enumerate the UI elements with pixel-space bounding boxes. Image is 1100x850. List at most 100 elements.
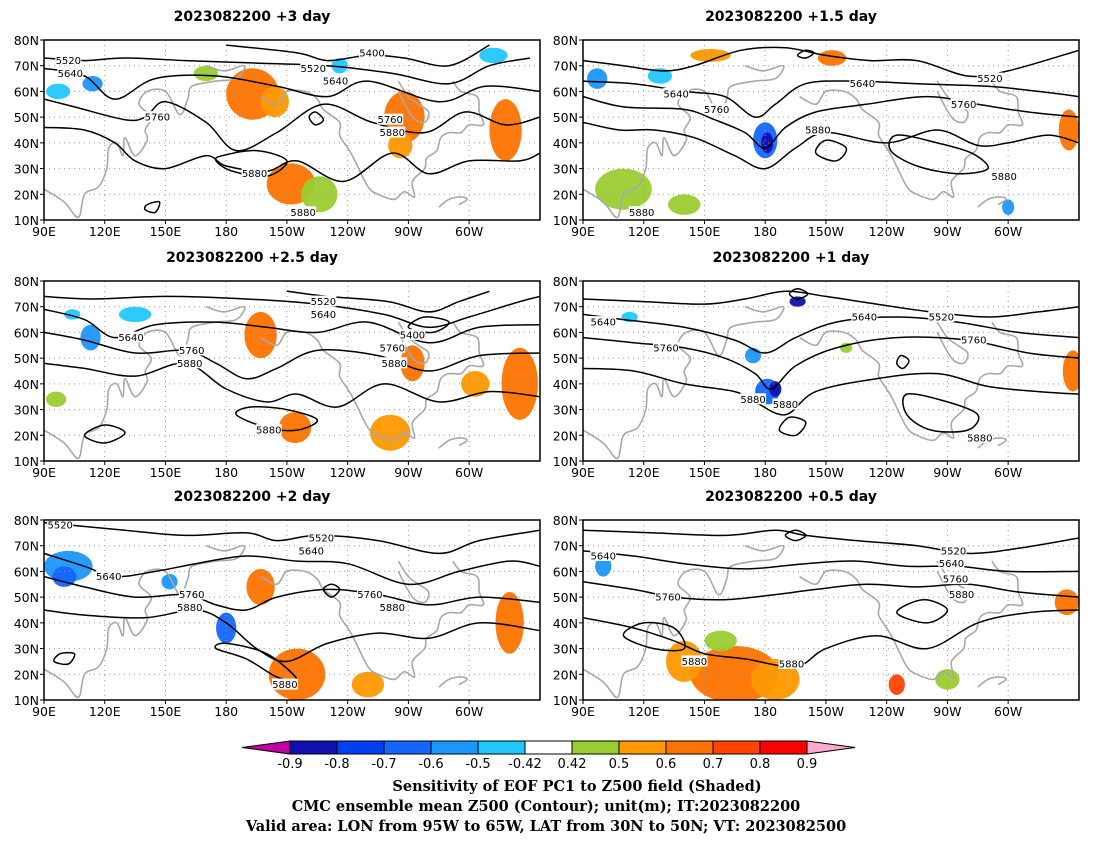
lat-label: 60N: [14, 564, 39, 579]
contour-label: 5880: [382, 359, 407, 370]
contour-label: 5760: [179, 346, 204, 357]
sensitivity-shading: [690, 49, 731, 62]
coastline: [438, 437, 468, 449]
contour-label: 5880: [290, 208, 315, 219]
lon-label: 90W: [933, 465, 961, 480]
map-frame: [582, 39, 1080, 221]
contour-label: 5640: [323, 77, 348, 88]
z500-contour-5880: [583, 121, 1079, 170]
contour-label-bg: [241, 167, 268, 179]
coastline: [583, 544, 785, 699]
sensitivity-shading: [935, 669, 960, 690]
panel-title: 2023082200 +2 day: [174, 489, 331, 505]
contour-label-bg: [47, 520, 74, 531]
lat-label: 20N: [553, 187, 578, 202]
lon-label: 120W: [330, 224, 366, 239]
contour-label-bg: [95, 570, 122, 582]
sensitivity-shading: [369, 414, 411, 451]
lat-label: 40N: [553, 377, 578, 392]
contour-label: 5640: [939, 559, 964, 570]
lat-label: 70N: [553, 300, 578, 315]
coastline: [397, 80, 430, 124]
lon-label: 120W: [869, 465, 905, 480]
colorbar-label: -0.9: [277, 757, 302, 772]
contour-label-bg: [358, 46, 385, 58]
lat-label: 40N: [553, 136, 578, 151]
map-panel-p2: 2023082200 +2 day55205640576058805520564…: [14, 489, 541, 719]
sensitivity-shading: [80, 324, 101, 351]
coastline: [799, 80, 1024, 201]
lon-label: 120E: [89, 224, 121, 239]
map-frame: [582, 519, 1080, 701]
lon-label: 120W: [330, 465, 366, 480]
contour-label-bg: [178, 588, 205, 600]
map-panel-p3: 2023082200 +3 day 5520 5640 5520 5640 5400 576…: [14, 9, 541, 239]
lon-label: 180: [214, 224, 238, 239]
sensitivity-shading: [595, 556, 612, 577]
contour-label: 5520: [929, 313, 954, 324]
lon-label: 150W: [269, 224, 305, 239]
lat-label: 50N: [14, 590, 39, 605]
z500-contour-5520: [583, 290, 1079, 318]
lon-label: 120E: [89, 704, 121, 719]
colorbar-swatch: [383, 740, 432, 755]
colorbar: -0.9 -0.8 -0.7 -0.6 -0.5 -0.42 0.42 0.5 0.6 0.7 0.…: [241, 740, 856, 772]
lat-label: 40N: [14, 136, 39, 151]
panel-title: 2023082200 +3 day: [174, 9, 331, 25]
lon-label: 150E: [150, 704, 182, 719]
sensitivity-shading: [769, 381, 782, 397]
contour-label: 5880: [379, 128, 404, 139]
panel-title: 2023082200 +2.5 day: [166, 250, 338, 266]
map-frame: [43, 519, 541, 701]
contour-label-bg: [653, 341, 680, 353]
contour-label: 5760: [961, 336, 986, 347]
colorbar-label: 0.5: [609, 757, 630, 772]
contour-label-bg: [55, 54, 82, 66]
z500-contour-5520: [83, 424, 126, 444]
z500-contour-5760: [583, 95, 1079, 149]
contour-label: 5880: [272, 680, 297, 691]
lon-label: 180: [753, 704, 777, 719]
lat-label: 10N: [14, 213, 39, 228]
map-frame: [582, 280, 1080, 462]
lat-label: 20N: [14, 667, 39, 682]
colorbar-swatch: [665, 740, 714, 755]
contour-label-bg: [663, 88, 690, 99]
contour-label-bg: [255, 424, 282, 436]
lon-label: 90E: [571, 704, 595, 719]
lon-label: 120E: [628, 465, 660, 480]
lon-label: 90W: [394, 224, 422, 239]
sensitivity-shading: [246, 568, 275, 605]
lat-label: 30N: [14, 642, 39, 657]
contour-label: 5760: [179, 590, 204, 601]
contour-label-bg: [655, 591, 682, 603]
lat-label: 70N: [14, 539, 39, 554]
z500-contour-5640: [896, 354, 910, 370]
colorbar-swatch: [571, 740, 620, 755]
sensitivity-shading: [789, 296, 806, 307]
z500-contour-5760: [44, 575, 540, 612]
sensitivity-shading: [1002, 199, 1015, 215]
contour-label-bg: [377, 113, 404, 125]
lon-label: 150E: [150, 465, 182, 480]
coastline: [44, 544, 246, 699]
colorbar-swatch: [477, 740, 526, 755]
lon-label: 90E: [32, 465, 56, 480]
contour-label-bg: [851, 311, 878, 322]
lat-label: 40N: [14, 616, 39, 631]
contour-label: 5880: [991, 172, 1016, 183]
lon-label: 60W: [994, 465, 1022, 480]
lat-label: 30N: [14, 162, 39, 177]
contour-label-bg: [176, 601, 203, 613]
contour-label: 5880: [379, 603, 404, 614]
lon-label: 120E: [628, 704, 660, 719]
lon-label: 90E: [32, 224, 56, 239]
lat-label: 50N: [14, 110, 39, 125]
coastline: [260, 80, 485, 201]
lon-label: 120W: [869, 224, 905, 239]
sensitivity-shading: [46, 391, 67, 407]
contour-label: 5640: [850, 79, 875, 90]
colorbar-swatch: [430, 740, 479, 755]
lat-label: 30N: [553, 162, 578, 177]
